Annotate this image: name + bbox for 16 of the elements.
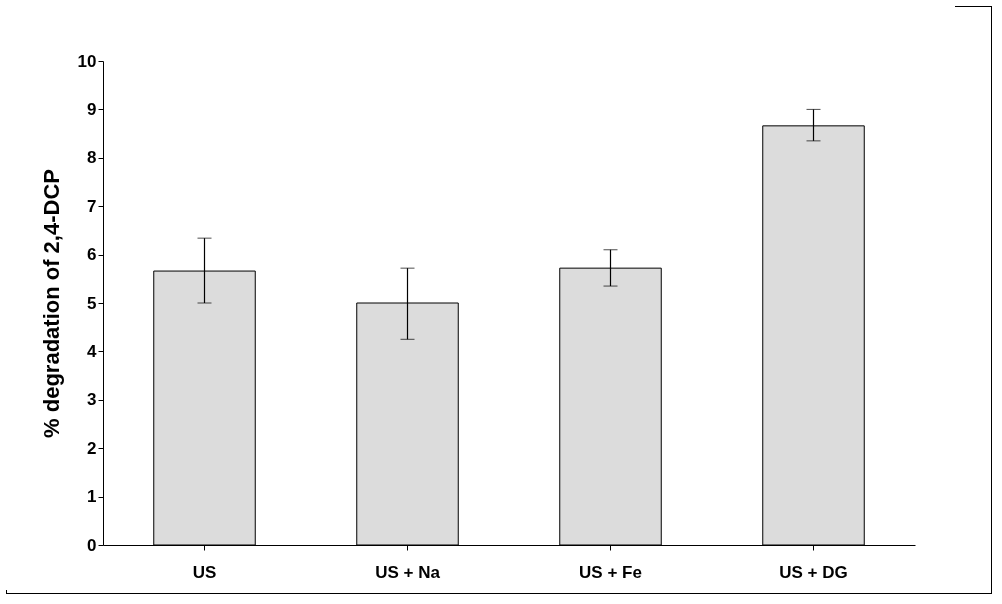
y-tick-label: 9 [87,99,97,119]
x-tick-label: US [192,562,217,582]
y-tick-label: 10 [77,51,97,71]
y-tick-label: 7 [87,196,97,216]
y-tick-label: 2 [87,438,97,458]
y-tick-label: 6 [87,245,97,265]
x-tick-label: US + Na [375,562,441,582]
x-tick-label: US + Fe [579,562,642,582]
y-tick-label: 3 [87,390,97,410]
x-tick-label: US + DG [779,562,848,582]
y-tick-label: 8 [87,148,97,168]
y-tick-label: 4 [87,341,98,361]
y-axis-title: % degradation of 2,4-DCP [38,169,64,438]
y-tick-label: 0 [87,535,97,555]
y-tick-label: 5 [87,293,97,313]
y-tick-label: 1 [87,487,97,507]
